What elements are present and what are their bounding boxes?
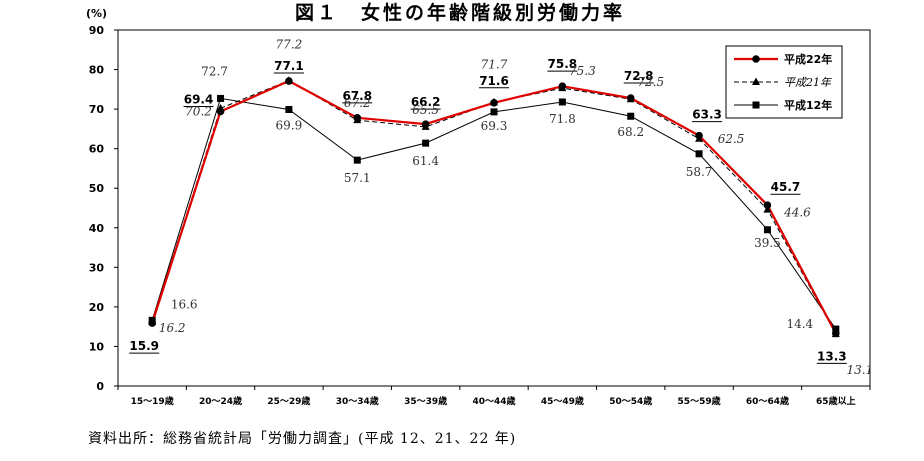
data-label-1: 67.2 <box>344 96 371 110</box>
data-label-2: 71.8 <box>549 112 576 126</box>
x-tick-label: 65歳以上 <box>816 395 856 407</box>
y-axis-unit: (%) <box>86 7 107 20</box>
x-tick-label: 25～29歳 <box>267 395 310 407</box>
x-tick-label: 15～19歳 <box>131 395 174 407</box>
marker-square <box>695 150 703 158</box>
marker-circle <box>421 120 430 128</box>
data-label-0: 15.9 <box>129 339 159 353</box>
marker-square <box>353 156 361 164</box>
data-label-2: 72.7 <box>201 64 228 78</box>
x-tick-label: 30～34歳 <box>336 395 379 407</box>
chart-title: 図１ 女性の年齢階級別労働力率 <box>295 1 625 24</box>
data-label-1: 44.6 <box>783 206 811 220</box>
marker-circle <box>626 94 635 102</box>
plot-area <box>117 29 871 387</box>
x-axis: 15～19歳 20～24歳 25～29歳 30～34歳 35～39歳 40～44歳 45～4… <box>117 386 871 407</box>
series-line-1 <box>151 80 837 335</box>
legend-label: 平成12年 <box>784 98 832 112</box>
data-label-0: 45.7 <box>771 180 801 194</box>
marker-square <box>558 98 566 106</box>
data-label-1: 70.2 <box>185 104 212 118</box>
legend-marker-square <box>752 101 760 109</box>
data-label-2: 61.4 <box>412 154 439 168</box>
data-label-0: 66.2 <box>411 95 441 109</box>
marker-square <box>217 94 225 102</box>
data-labels: 15.9 69.4 77.1 67.8 66.2 71.6 75.8 72.8 63.3 45.7… <box>129 38 873 377</box>
x-tick-label: 35～39歳 <box>404 395 447 407</box>
marker-square <box>763 226 771 234</box>
data-label-0: 71.6 <box>479 74 509 88</box>
marker-circle <box>285 77 293 85</box>
data-label-0: 67.8 <box>342 89 372 103</box>
data-label-2: 14.4 <box>786 317 813 331</box>
data-label-2: 69.3 <box>481 119 508 133</box>
marker-circle <box>353 114 362 122</box>
y-tick-label: 50 <box>89 182 105 195</box>
data-label-2: 68.2 <box>617 125 644 139</box>
marker-circle <box>490 98 498 107</box>
line-chart: 図１ 女性の年齢階級別労働力率 (%) 0102030405060708090 … <box>86 1 873 407</box>
y-tick-label: 20 <box>89 301 105 314</box>
legend-label: 平成21年 <box>784 76 832 89</box>
marker-square <box>627 112 635 120</box>
data-label-1: 13.1 <box>846 363 873 377</box>
data-label-0: 75.8 <box>548 57 578 71</box>
data-label-1: 71.7 <box>481 57 508 71</box>
legend-marker-triangle <box>752 77 760 85</box>
data-label-0: 72.8 <box>624 69 654 83</box>
y-tick-label: 90 <box>89 24 105 37</box>
y-axis: 0 10 20 30 40 50 60 70 80 90 <box>89 24 118 393</box>
y-tick-label: 0 <box>96 380 104 393</box>
data-label-2: 58.7 <box>686 165 713 179</box>
data-label-0: 69.4 <box>184 92 214 106</box>
data-label-1: 75.3 <box>569 64 596 78</box>
x-tick-label: 20～24歳 <box>199 395 242 407</box>
marker-circle <box>558 82 567 90</box>
y-tick-label: 30 <box>89 261 105 274</box>
source-note: 資料出所：総務省統計局「労働力調査」(平成 12、21、22 年) <box>88 431 517 447</box>
marker-circle <box>832 329 840 338</box>
marker-square <box>285 106 293 114</box>
marker-circle <box>148 319 156 327</box>
legend-label: 平成22年 <box>784 52 832 66</box>
y-tick-label: 60 <box>89 143 105 156</box>
x-tick-label: 55～59歳 <box>678 395 721 407</box>
marker-circle <box>763 201 772 210</box>
data-label-2: 16.6 <box>171 297 198 311</box>
y-tick-label: 10 <box>89 340 105 353</box>
y-tick-label: 80 <box>89 64 105 77</box>
data-label-2: 39.5 <box>754 236 781 250</box>
data-label-1: 77.2 <box>276 38 303 52</box>
marker-square <box>490 108 498 116</box>
data-label-0: 13.3 <box>817 349 847 363</box>
marker-square <box>832 325 840 333</box>
x-tick-label: 40～44歳 <box>472 395 515 407</box>
data-label-2: 57.1 <box>344 171 371 185</box>
data-label-2: 69.9 <box>276 119 303 133</box>
x-tick-label: 50～54歳 <box>609 395 652 407</box>
data-label-1: 62.5 <box>718 132 745 146</box>
legend-marker-circle <box>752 55 760 63</box>
y-tick-label: 40 <box>89 222 105 235</box>
marker-circle <box>695 131 703 140</box>
data-label-0: 77.1 <box>274 59 304 73</box>
x-tick-label: 45～49歳 <box>541 395 584 407</box>
series-markers <box>148 76 840 338</box>
marker-circle <box>216 107 225 116</box>
y-tick-label: 70 <box>89 103 105 116</box>
x-tick-label: 60～64歳 <box>746 395 789 407</box>
data-label-0: 63.3 <box>692 108 722 122</box>
marker-square <box>422 139 430 147</box>
data-label-1: 72.5 <box>637 75 664 89</box>
data-label-1: 65.5 <box>412 103 439 117</box>
data-label-1: 16.2 <box>159 321 186 335</box>
